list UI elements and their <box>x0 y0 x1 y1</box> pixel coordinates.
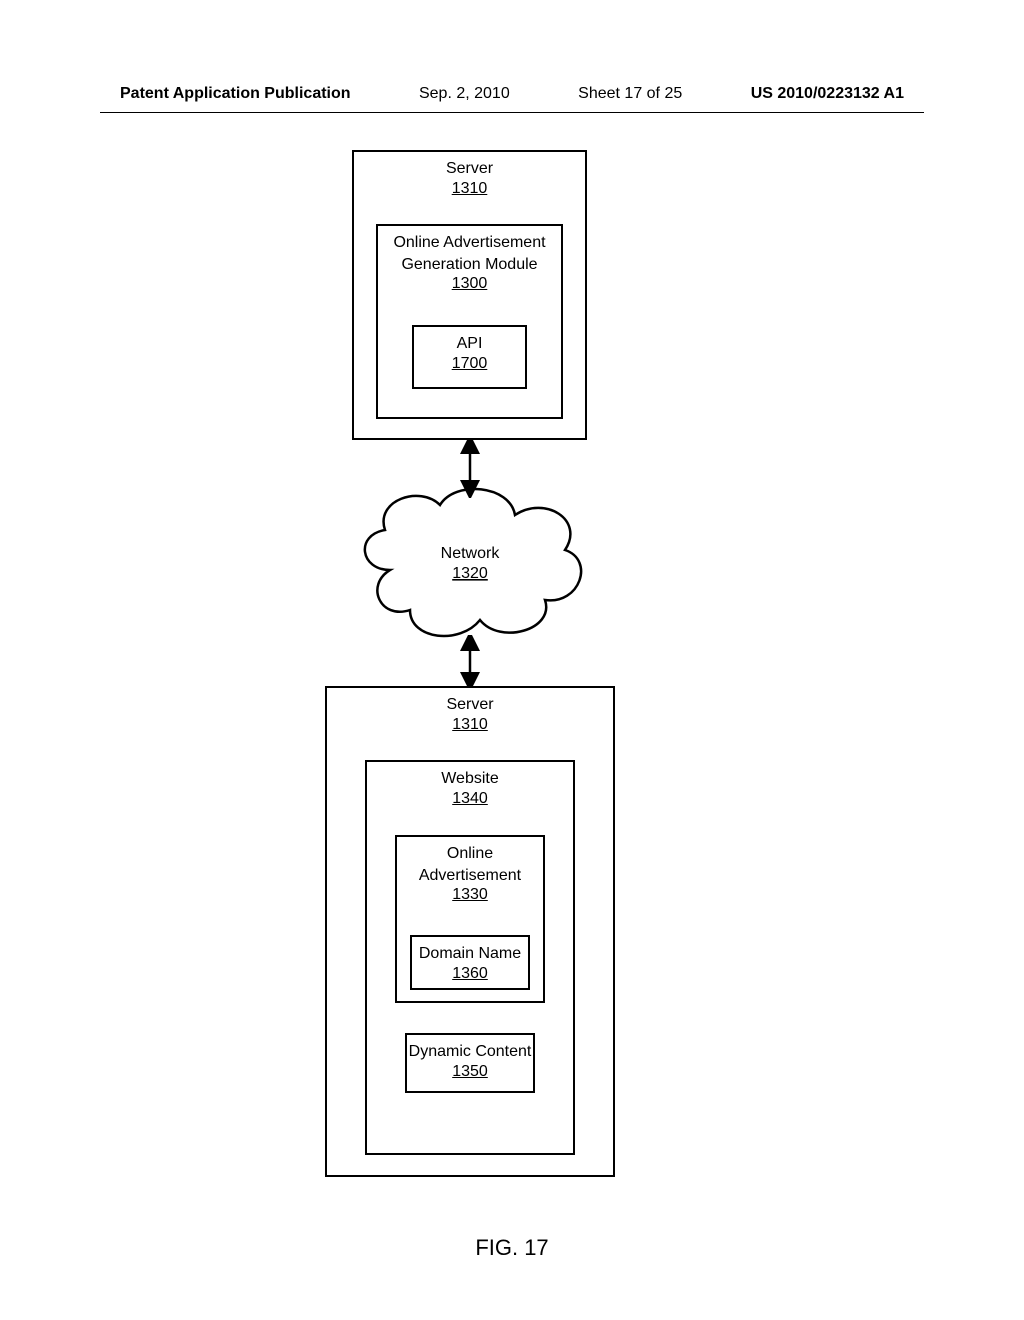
publication-label: Patent Application Publication <box>120 85 351 103</box>
domain-label: Domain Name <box>412 943 528 965</box>
network-num: 1320 <box>452 565 488 582</box>
dynamic-num: 1350 <box>407 1063 533 1081</box>
website-label: Website <box>367 768 573 790</box>
dynamic-content-box: Dynamic Content 1350 <box>405 1033 535 1093</box>
api-box: API 1700 <box>412 325 527 389</box>
top-server-num: 1310 <box>354 180 585 198</box>
figure-caption: FIG. 17 <box>0 1235 1024 1261</box>
api-num: 1700 <box>414 355 525 373</box>
generation-module-box: Online Advertisement Generation Module 1… <box>376 224 563 419</box>
module-label-2: Generation Module <box>378 254 561 276</box>
top-server-label: Server <box>354 158 585 180</box>
figure-canvas: Server 1310 Online Advertisement Generat… <box>0 140 1024 1220</box>
website-num: 1340 <box>367 790 573 808</box>
online-ad-label-2: Advertisement <box>397 865 543 887</box>
network-label: Network <box>441 545 501 562</box>
arrow-network-to-server <box>459 635 481 690</box>
bottom-server-num: 1310 <box>327 716 613 734</box>
domain-num: 1360 <box>412 965 528 983</box>
online-ad-label-1: Online <box>397 843 543 865</box>
dynamic-label: Dynamic Content <box>407 1041 533 1063</box>
document-number: US 2010/0223132 A1 <box>751 85 904 103</box>
sheet-number: Sheet 17 of 25 <box>578 85 682 103</box>
bottom-server-label: Server <box>327 694 613 716</box>
module-label-1: Online Advertisement <box>378 232 561 254</box>
api-label: API <box>414 333 525 355</box>
arrow-server-to-network <box>459 438 481 498</box>
domain-name-box: Domain Name 1360 <box>410 935 530 990</box>
publication-date: Sep. 2, 2010 <box>419 85 510 103</box>
online-ad-num: 1330 <box>397 886 543 904</box>
module-num: 1300 <box>378 275 561 293</box>
header-rule <box>100 112 924 113</box>
page-header: Patent Application Publication Sep. 2, 2… <box>0 85 1024 103</box>
